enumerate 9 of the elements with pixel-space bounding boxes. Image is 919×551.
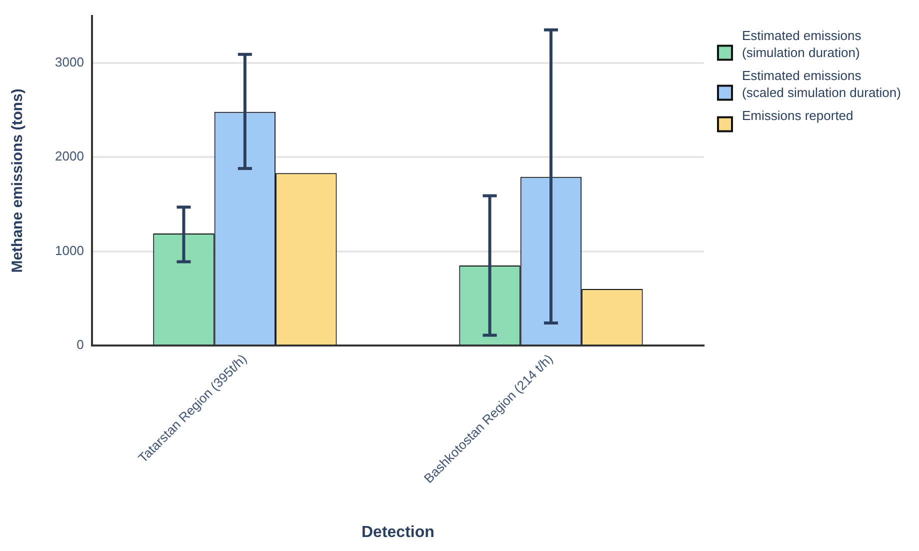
y-tick-label: 3000	[55, 54, 84, 70]
legend-label: Estimated emissions (scaled simulation duration)	[742, 68, 901, 100]
legend-label: Estimated emissions (simulation duration)	[742, 28, 862, 60]
y-axis-title: Methane emissions (tons)	[9, 88, 26, 273]
y-tick-label: 2000	[55, 148, 84, 164]
x-axis-title: Detection	[362, 524, 434, 541]
y-tick-label: 0	[76, 337, 84, 352]
legend-label: Emissions reported	[742, 108, 854, 123]
y-tick-label: 1000	[55, 242, 84, 258]
